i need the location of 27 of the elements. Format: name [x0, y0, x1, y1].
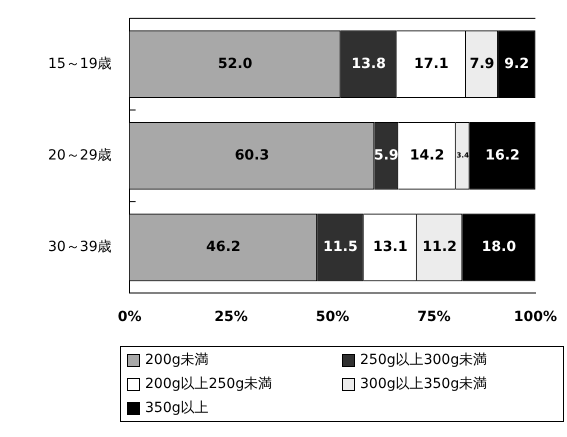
x-tick-label: 100%	[514, 309, 558, 326]
x-tick-label: 0%	[118, 309, 142, 326]
data-label: 16.2	[485, 147, 520, 164]
x-tick-label: 75%	[417, 309, 451, 326]
legend-label: 250g以上300g未満	[360, 351, 488, 369]
y-tick-label: 30～39歳	[48, 239, 112, 256]
data-label: 52.0	[218, 56, 253, 72]
data-label: 14.2	[410, 147, 444, 164]
y-tick-label: 20～29歳	[48, 147, 112, 164]
data-label: 18.0	[482, 239, 516, 256]
data-label: 9.2	[504, 56, 530, 72]
data-label: 13.1	[373, 239, 408, 256]
x-tick-label: 25%	[214, 309, 248, 326]
data-label: 13.8	[351, 56, 386, 72]
x-tick-label: 50%	[316, 309, 350, 326]
legend-label: 300g以上350g未満	[360, 375, 488, 393]
data-label: 46.2	[206, 239, 241, 256]
y-tick-label: 15～19歳	[48, 56, 112, 72]
data-label: 11.5	[323, 239, 358, 256]
legend-label: 200g以上250g未満	[145, 375, 272, 393]
legend-label: 200g未満	[145, 351, 209, 369]
legend-label: 350g以上	[145, 399, 209, 417]
data-label: 7.9	[470, 56, 494, 72]
data-label: 5.9	[374, 147, 399, 164]
data-label: 60.3	[234, 147, 270, 164]
data-label: 17.1	[414, 56, 449, 72]
data-label: 11.2	[422, 239, 457, 256]
